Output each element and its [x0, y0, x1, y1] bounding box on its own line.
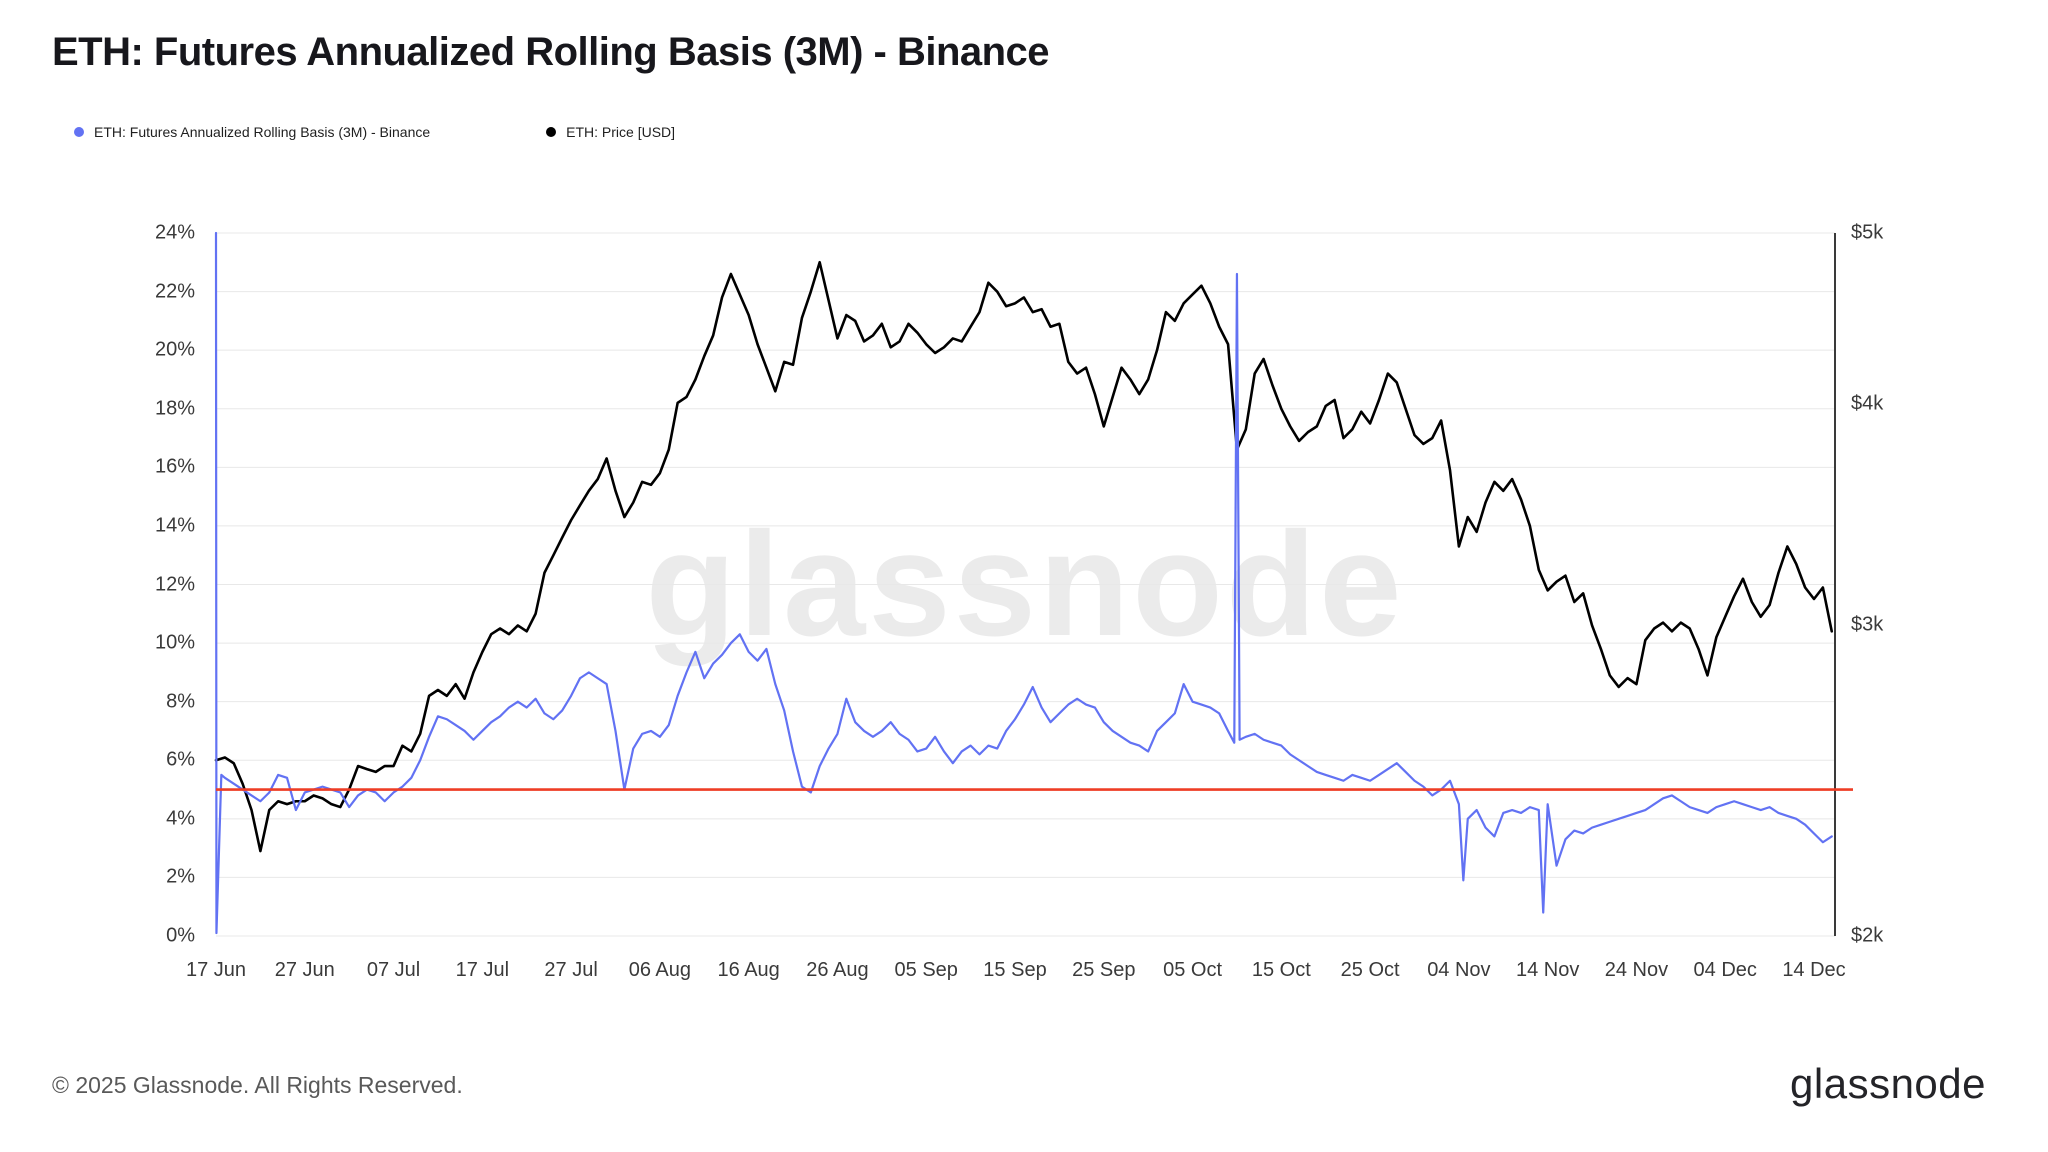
- y-axis-tick-left: 4%: [166, 807, 195, 830]
- y-axis-tick-left: 16%: [154, 455, 195, 478]
- y-axis-tick-left: 2%: [166, 865, 195, 888]
- x-axis-tick: 25 Oct: [1340, 959, 1400, 981]
- x-axis-tick: 24 Nov: [1604, 959, 1669, 981]
- y-axis-tick-left: 6%: [166, 748, 195, 771]
- x-axis-tick: 17 Jun: [185, 959, 247, 981]
- price-line: [214, 260, 1834, 853]
- y-axis-tick-left: 24%: [154, 221, 195, 244]
- y-axis-tick-left: 14%: [154, 514, 195, 537]
- x-axis-tick: 14 Nov: [1515, 959, 1580, 981]
- basis-line: [214, 231, 1833, 935]
- y-axis-tick-left: 12%: [154, 573, 195, 595]
- x-axis-tick: 04 Dec: [1693, 959, 1757, 981]
- page-title: ETH: Futures Annualized Rolling Basis (3…: [52, 30, 1050, 74]
- x-axis-tick: 15 Oct: [1251, 959, 1311, 981]
- x-axis-tick: 27 Jun: [274, 959, 335, 981]
- y-axis-tick-left: 22%: [154, 280, 195, 303]
- legend-marker-dot: [546, 127, 557, 137]
- glassnode-logo: glassnode: [1790, 1060, 1986, 1107]
- x-axis-tick: 05 Oct: [1163, 959, 1223, 981]
- y-axis-tick-left: 0%: [166, 924, 195, 947]
- y-axis-tick-left: 20%: [154, 338, 195, 361]
- x-axis-tick: 26 Aug: [806, 959, 869, 981]
- legend-label: ETH: Price [USD]: [566, 124, 676, 140]
- x-axis-tick: 14 Dec: [1782, 959, 1846, 981]
- x-axis-tick: 25 Sep: [1072, 959, 1136, 981]
- y-axis-tick-right: $3k: [1851, 613, 1884, 636]
- x-axis-tick: 05 Sep: [894, 959, 958, 981]
- legend-marker-dot: [74, 127, 84, 137]
- legend-item[interactable]: ETH: Futures Annualized Rolling Basis (3…: [74, 124, 430, 140]
- y-axis-tick-left: 18%: [154, 397, 195, 420]
- legend-label: ETH: Futures Annualized Rolling Basis (3…: [94, 124, 431, 140]
- y-axis-tick-left: 10%: [154, 631, 195, 654]
- legend-item[interactable]: ETH: Price [USD]: [546, 124, 675, 140]
- y-axis-tick-right: $5k: [1851, 221, 1884, 244]
- x-axis-tick: 06 Aug: [628, 959, 692, 981]
- copyright-text: © 2025 Glassnode. All Rights Reserved.: [52, 1072, 463, 1098]
- x-axis-tick: 15 Sep: [983, 959, 1047, 981]
- x-axis-tick: 16 Aug: [717, 959, 780, 981]
- y-axis-tick-left: 8%: [166, 690, 195, 713]
- x-axis-tick: 17 Jul: [455, 959, 510, 981]
- x-axis-tick: 27 Jul: [544, 959, 598, 981]
- chart-legend: ETH: Futures Annualized Rolling Basis (3…: [74, 124, 675, 140]
- x-axis-tick: 04 Nov: [1427, 959, 1491, 981]
- x-axis-tick: 07 Jul: [366, 959, 421, 981]
- y-axis-tick-right: $2k: [1851, 924, 1884, 947]
- y-axis-tick-right: $4k: [1851, 392, 1884, 415]
